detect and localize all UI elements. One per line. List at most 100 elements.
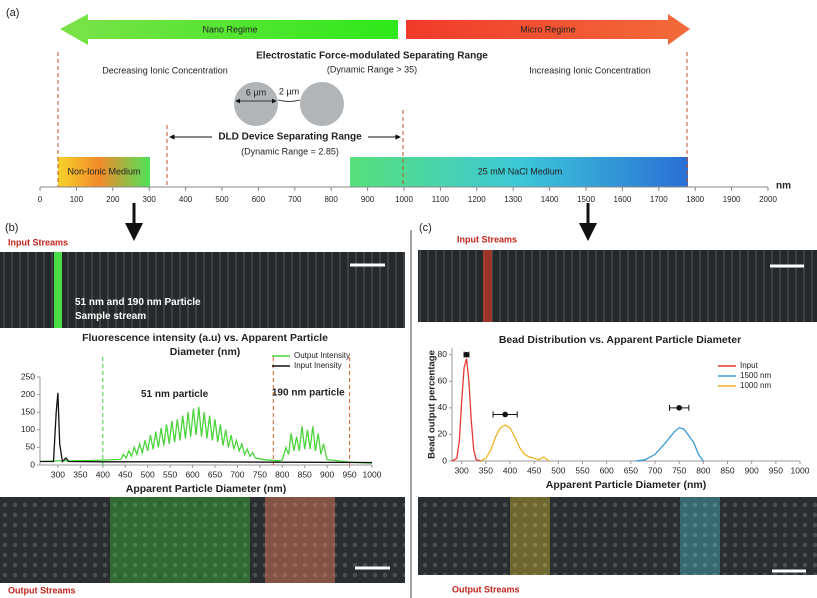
dld-range: (Dynamic Range = 2.85)	[241, 146, 339, 156]
marker	[463, 351, 470, 358]
particle-size: 6 µm	[246, 87, 266, 97]
x-tick-label: 800	[696, 465, 710, 475]
y-tick-label: 100	[21, 424, 35, 434]
y-tick-label: 250	[21, 371, 35, 381]
y-tick-label: 0	[30, 459, 35, 469]
x-tick-label: 700	[648, 465, 662, 475]
output-stream	[510, 497, 550, 575]
x-tick-label: 850	[298, 469, 312, 479]
output-streams-label: Output Streams	[8, 585, 76, 595]
x-tick-label: 1200	[468, 195, 486, 204]
x-tick-label: 1000	[395, 195, 413, 204]
output-stream	[680, 497, 720, 575]
x-tick-label: 950	[769, 465, 783, 475]
x-tick-label: 900	[745, 465, 759, 475]
marker	[676, 405, 682, 411]
gap-bracket	[277, 99, 301, 102]
x-tick-label: 0	[38, 195, 43, 204]
legend-label: 1500 nm	[740, 371, 771, 380]
output-image	[418, 497, 817, 575]
x-tick-label: 750	[253, 469, 267, 479]
x-tick-label: 1100	[432, 195, 450, 204]
y-tick-label: 80	[438, 349, 448, 359]
x-tick-label: 1300	[504, 195, 522, 204]
y-tick-label: 200	[21, 389, 35, 399]
y-tick-label: 50	[26, 442, 36, 452]
series-line	[635, 427, 704, 462]
x-tick-label: 400	[96, 469, 110, 479]
series-line	[451, 358, 482, 462]
x-tick-label: 700	[288, 195, 302, 204]
esf-title: Electrostatic Force-modulated Separating…	[256, 51, 488, 62]
particle	[300, 82, 344, 126]
x-tick-label: 350	[479, 465, 493, 475]
x-tick-label: 350	[73, 469, 87, 479]
chart-title: Bead Distribution vs. Apparent Particle …	[498, 334, 742, 346]
x-tick-label: 450	[527, 465, 541, 475]
legend-label: 1000 nm	[740, 381, 771, 390]
x-tick-label: 750	[672, 465, 686, 475]
esf-range: (Dynamic Range > 35)	[327, 64, 417, 74]
legend-label: Output Intensity	[294, 351, 350, 360]
panel-label: (a)	[6, 7, 19, 19]
x-tick-label: 1000	[363, 469, 382, 479]
x-tick-label: 1800	[686, 195, 704, 204]
x-tick-label: 500	[141, 469, 155, 479]
legend-label: Input Inensity	[294, 361, 342, 370]
panel-label: (c)	[419, 222, 432, 234]
x-tick-label: 500	[215, 195, 229, 204]
x-tick-label: 600	[600, 465, 614, 475]
input-image	[0, 252, 405, 328]
x-axis-label: Apparent Particle Diameter (nm)	[126, 483, 286, 495]
x-tick-label: 650	[624, 465, 638, 475]
x-tick-label: 900	[320, 469, 334, 479]
x-tick-label: 1700	[650, 195, 668, 204]
output-streams-label: Output Streams	[452, 584, 520, 594]
input-streams-label: Input Streams	[8, 237, 68, 247]
x-tick-label: 950	[342, 469, 356, 479]
input-streams-label: Input Streams	[457, 234, 517, 244]
x-axis-label: Apparent Particle Diameter (nm)	[546, 479, 706, 491]
x-tick-label: 550	[163, 469, 177, 479]
marker	[502, 411, 508, 418]
x-tick-label: 200	[106, 195, 120, 204]
label-bg	[212, 130, 368, 144]
panel-label: (b)	[5, 222, 18, 234]
x-tick-label: 1000	[791, 465, 810, 475]
output-stream	[110, 497, 250, 583]
x-tick-label: 2000	[759, 195, 777, 204]
chart-title: Fluorescence intensity (a.u) vs. Apparen…	[82, 332, 328, 358]
particle	[234, 82, 278, 126]
legend-label: Input	[740, 361, 759, 370]
increasing-label: Increasing Ionic Concentration	[529, 65, 651, 75]
x-tick-label: 600	[185, 469, 199, 479]
x-tick-label: 1600	[614, 195, 632, 204]
nacl-bar	[350, 157, 688, 187]
series-line	[480, 424, 550, 462]
sample-stream-label: 51 nm and 190 nm Particle Sample stream	[75, 297, 201, 322]
nacl-label: 25 mM NaCl Medium	[478, 166, 563, 176]
x-tick-label: 300	[143, 195, 157, 204]
x-tick-label: 700	[230, 469, 244, 479]
output-image	[0, 497, 405, 583]
decreasing-label: Decreasing Ionic Concentration	[102, 65, 228, 75]
micro-arrow	[406, 14, 690, 45]
x-tick-label: 400	[179, 195, 193, 204]
x-tick-label: 1900	[723, 195, 741, 204]
x-tick-label: 850	[720, 465, 734, 475]
nano-label: Nano Regime	[202, 24, 257, 34]
input-stream	[483, 250, 492, 322]
series-line	[39, 406, 373, 464]
y-tick-label: 20	[438, 429, 448, 439]
axis-unit: nm	[776, 181, 791, 192]
nano-arrow	[60, 14, 398, 45]
x-tick-label: 300	[51, 469, 65, 479]
annotation: 51 nm particle	[141, 389, 209, 400]
output-stream	[265, 497, 335, 583]
series-line	[40, 392, 373, 464]
y-axis-label: Bead output percentage	[427, 350, 438, 459]
x-tick-label: 400	[503, 465, 517, 475]
x-tick-label: 600	[252, 195, 266, 204]
